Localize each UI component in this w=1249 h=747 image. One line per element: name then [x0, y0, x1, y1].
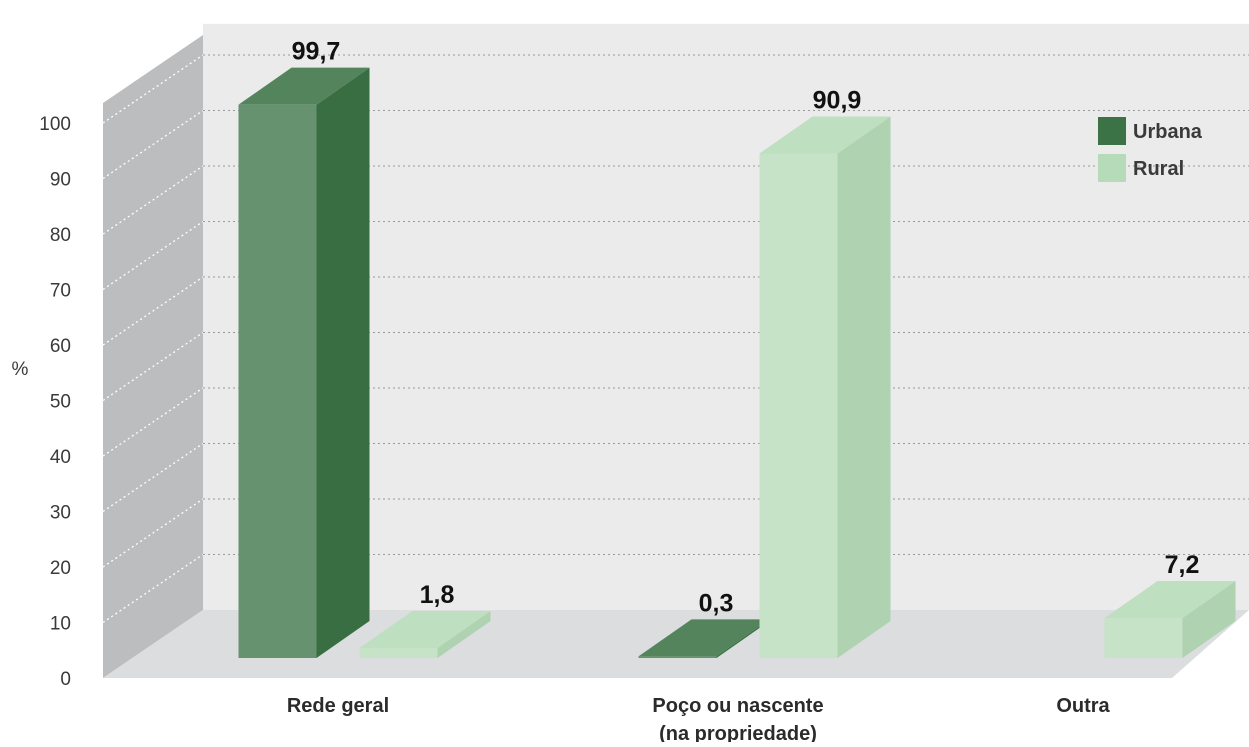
data-label: 90,9	[813, 87, 862, 115]
gridline-side	[102, 54, 204, 124]
y-tick-label: 80	[50, 225, 71, 246]
gridline-side	[102, 553, 204, 624]
y-tick-label: 30	[50, 503, 71, 524]
bar-front	[359, 648, 438, 658]
y-tick-label: 70	[50, 281, 71, 302]
data-label: 99,7	[292, 38, 341, 66]
y-axis-label: %	[12, 359, 29, 380]
bar-side	[716, 619, 770, 658]
gridline-side	[102, 109, 204, 180]
y-tick-label: 100	[39, 114, 71, 135]
gridline-side	[102, 387, 204, 457]
bar-side	[837, 116, 891, 658]
gridline-side	[102, 498, 204, 568]
data-label: 1,8	[420, 581, 455, 609]
legend: Urbana Rural	[1098, 117, 1203, 182]
bar	[638, 619, 770, 658]
gridline-side	[102, 220, 204, 291]
y-tick-label: 20	[50, 558, 71, 579]
y-tick-label: 40	[50, 447, 71, 468]
side-wall	[103, 35, 203, 678]
bar-front	[238, 104, 317, 659]
legend-label: Urbana	[1133, 121, 1203, 143]
x-tick-label: Poço ou nascente	[652, 695, 823, 717]
bar-top	[1104, 581, 1236, 619]
bar-front	[638, 656, 717, 658]
back-wall	[203, 23, 1249, 610]
x-tick-label: (na propriedade)	[659, 723, 817, 742]
bar-front	[1104, 618, 1183, 658]
bar-side	[437, 611, 491, 658]
bar-top	[759, 116, 891, 154]
bar-top	[359, 611, 491, 649]
bar	[238, 67, 370, 659]
y-tick-label: 90	[50, 170, 71, 191]
bar-top	[238, 67, 370, 105]
y-tick-label: 60	[50, 336, 71, 357]
bar	[759, 116, 891, 658]
gridline-side	[102, 442, 204, 513]
bar	[359, 611, 491, 658]
gridline-side	[102, 165, 204, 235]
bar-top	[638, 619, 770, 657]
gridline-side	[102, 276, 204, 346]
bar-front	[759, 153, 838, 658]
gridline-side	[102, 331, 204, 402]
data-label: 0,3	[699, 589, 734, 617]
y-tick-label: 10	[50, 614, 71, 635]
bar	[1104, 581, 1236, 658]
bar-side	[316, 67, 370, 659]
legend-swatch	[1098, 154, 1126, 182]
legend-label: Rural	[1133, 158, 1184, 180]
x-tick-label: Rede geral	[287, 695, 389, 717]
data-label: 7,2	[1165, 551, 1200, 579]
y-tick-label: 0	[60, 669, 71, 690]
legend-swatch	[1098, 117, 1126, 145]
x-tick-label: Outra	[1056, 695, 1110, 717]
y-tick-label: 50	[50, 392, 71, 413]
bar-side	[1182, 581, 1236, 658]
